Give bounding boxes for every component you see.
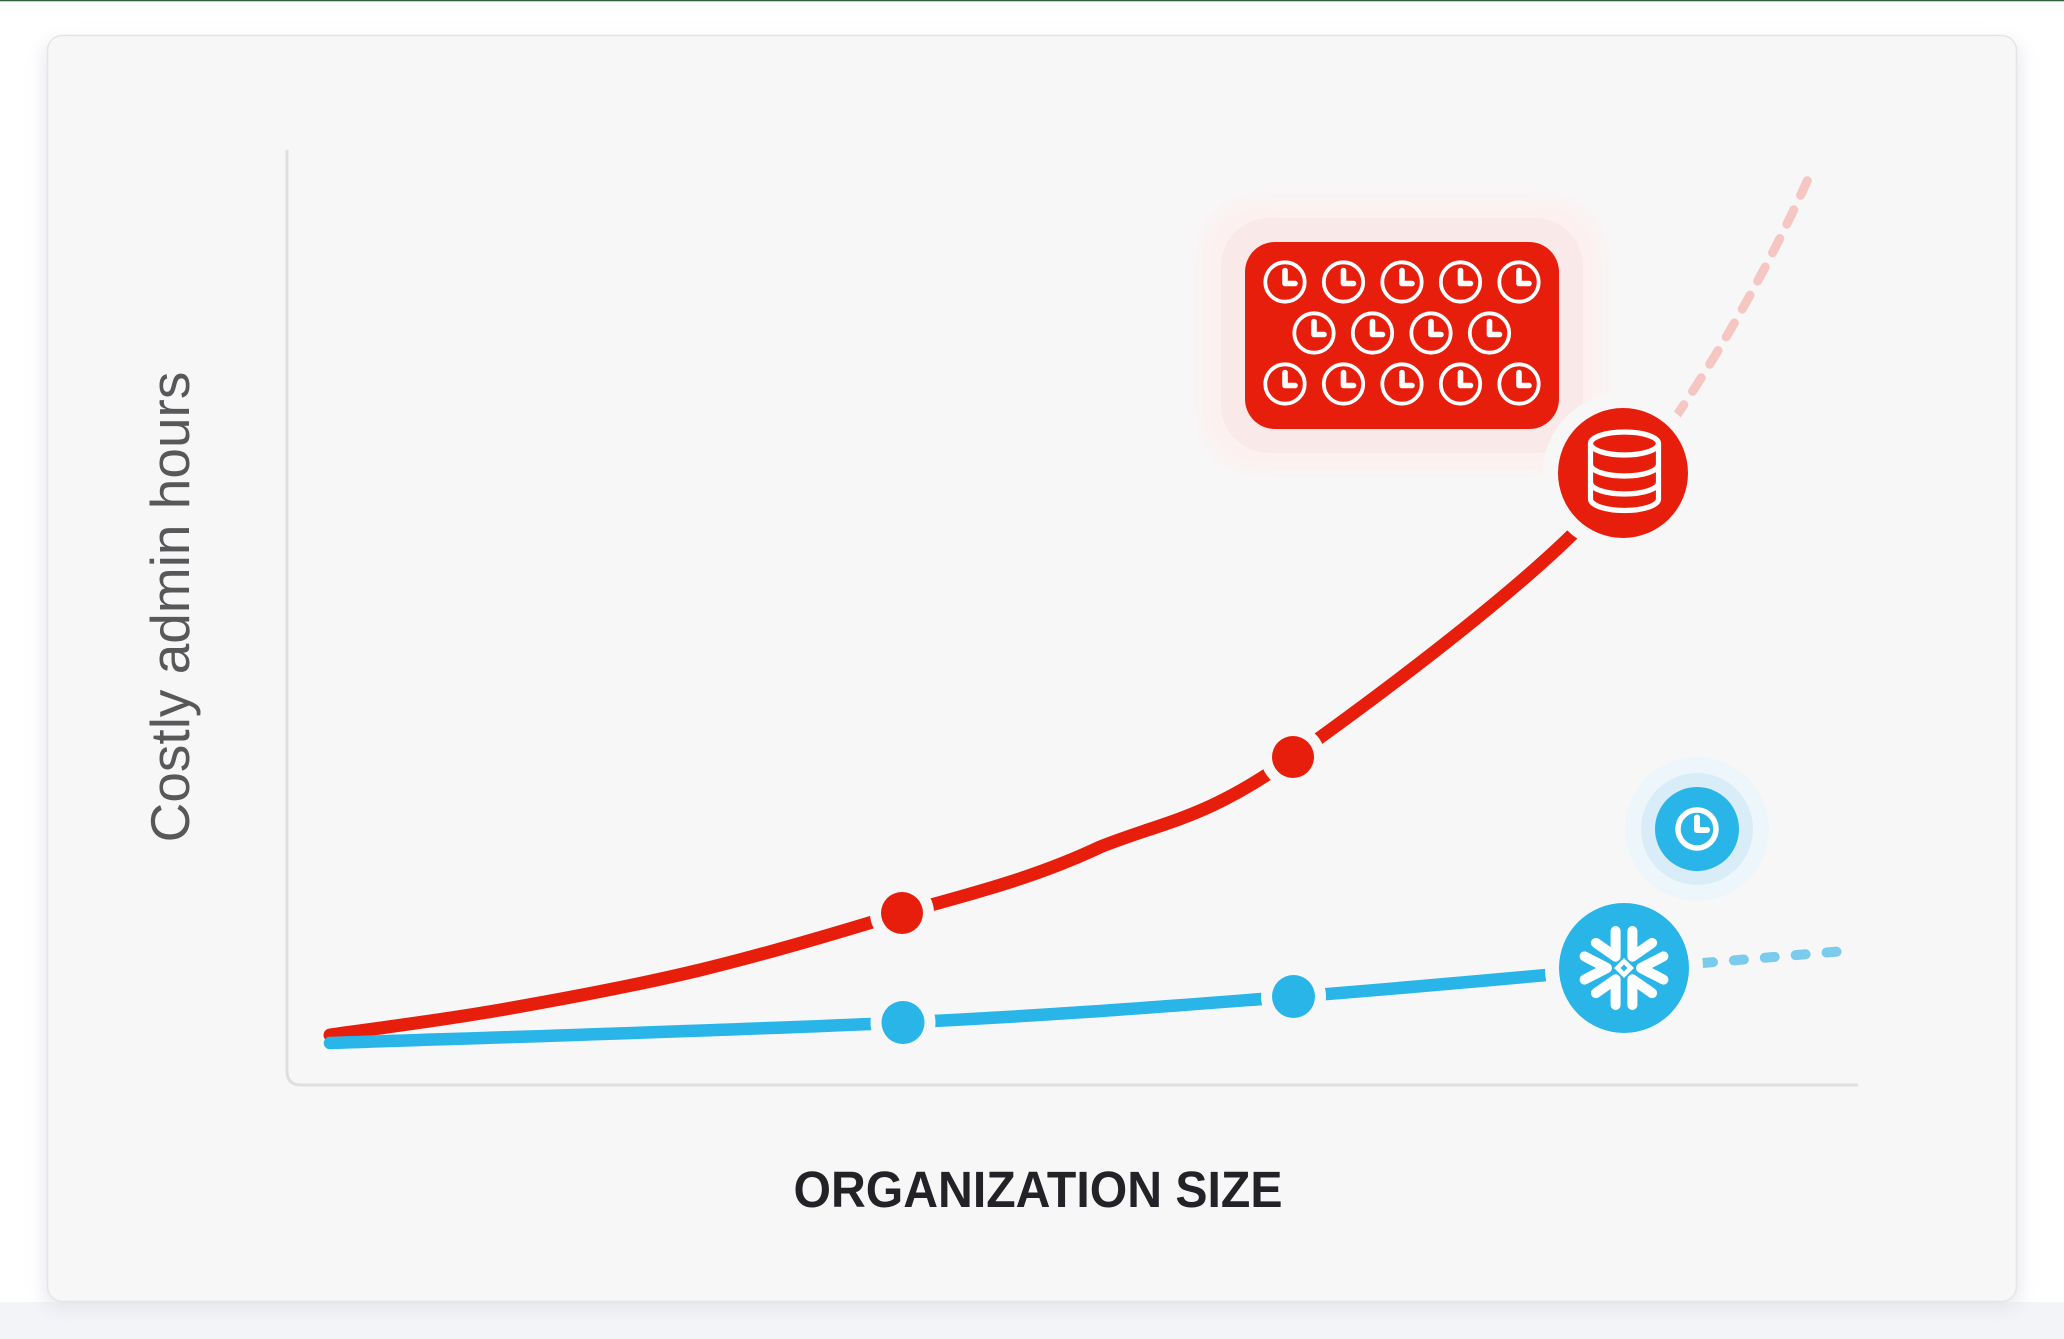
svg-text:ORGANIZATION SIZE: ORGANIZATION SIZE [793, 1161, 1282, 1219]
svg-text:Costly admin hours: Costly admin hours [139, 372, 201, 843]
